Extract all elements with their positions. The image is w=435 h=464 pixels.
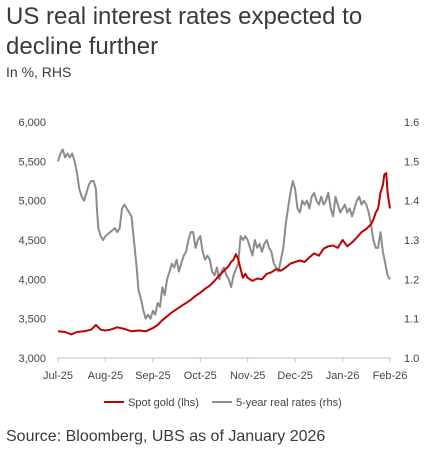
x-axis-tick-label: Jul-25 [43,370,73,382]
left-axis-tick-label: 4,000 [18,274,46,286]
x-axis-tick-label: Dec-25 [277,370,312,382]
x-axis-tick-label: Oct-25 [184,370,217,382]
left-axis-tick-label: 3,000 [18,353,46,365]
left-axis-tick-label: 4,500 [18,235,46,247]
series-line-spot-gold [57,172,391,336]
x-axis-tick-label: Aug-25 [88,370,123,382]
left-axis-tick-label: 3,500 [18,314,46,326]
right-axis-tick-label: 1.6 [404,117,419,129]
right-axis-tick-label: 1.0 [404,353,419,365]
right-axis-tick-label: 1.2 [404,274,419,286]
right-axis-tick-label: 1.1 [404,314,419,326]
series-line-5yr-real-rates [57,148,391,320]
right-axis-tick-label: 1.3 [404,235,419,247]
source-note: Source: Bloomberg, UBS as of January 202… [6,428,326,445]
right-axis-tick-label: 1.4 [404,196,419,208]
x-axis-tick-label: Feb-26 [373,370,408,382]
x-axis-tick-label: Jan-26 [326,370,360,382]
left-axis-tick-label: 5,500 [18,156,46,168]
left-axis-tick-label: 6,000 [18,117,46,129]
legend-item-spot-gold-label: Spot gold (lhs) [128,397,199,409]
chart-subtitle: In %, RHS [6,64,72,80]
x-axis-tick-label: Sep-25 [135,370,170,382]
series-layer [57,148,391,336]
right-axis-tick-label: 1.5 [404,156,419,168]
chart-title: US real interest rates expected to decli… [6,3,363,60]
x-axis-tick-label: Nov-25 [230,370,265,382]
legend-item-5yr-real-rates-label: 5-year real rates (rhs) [236,397,342,409]
left-axis-tick-label: 5,000 [18,196,46,208]
axes-layer: 3,000 3,500 4,000 4,500 5,000 5,500 6,000 1.0 1.… [18,117,419,382]
legend: Spot gold (lhs) 5-year real rates (rhs) [104,397,342,409]
